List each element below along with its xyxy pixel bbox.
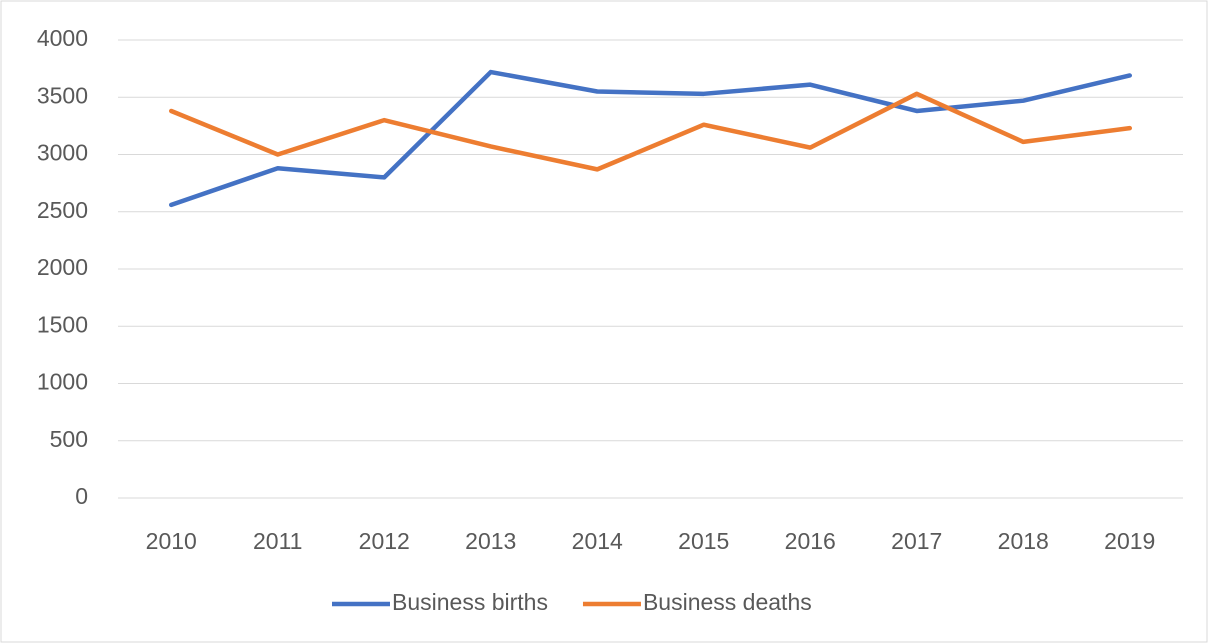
x-tick-label: 2019 [1104, 528, 1155, 554]
x-tick-label: 2010 [146, 528, 197, 554]
y-tick-label: 3500 [37, 82, 88, 108]
x-tick-label: 2012 [359, 528, 410, 554]
y-tick-label: 1000 [37, 369, 88, 395]
x-tick-label: 2018 [998, 528, 1049, 554]
legend-label: Business births [392, 589, 548, 615]
y-tick-label: 2000 [37, 254, 88, 280]
y-tick-label: 500 [50, 426, 88, 452]
y-tick-label: 2500 [37, 197, 88, 223]
y-tick-label: 4000 [37, 25, 88, 51]
y-tick-label: 3000 [37, 140, 88, 166]
x-tick-label: 2016 [785, 528, 836, 554]
data-line [169, 91, 1132, 172]
x-tick-label: 2011 [253, 528, 302, 554]
x-tick-label: 2013 [465, 528, 516, 554]
data-line [169, 69, 1132, 208]
x-tick-label: 2015 [678, 528, 729, 554]
legend-label: Business deaths [643, 589, 812, 615]
y-tick-label: 0 [75, 483, 88, 509]
x-tick-label: 2014 [572, 528, 623, 554]
x-tick-label: 2017 [891, 528, 942, 554]
y-tick-label: 1500 [37, 311, 88, 337]
